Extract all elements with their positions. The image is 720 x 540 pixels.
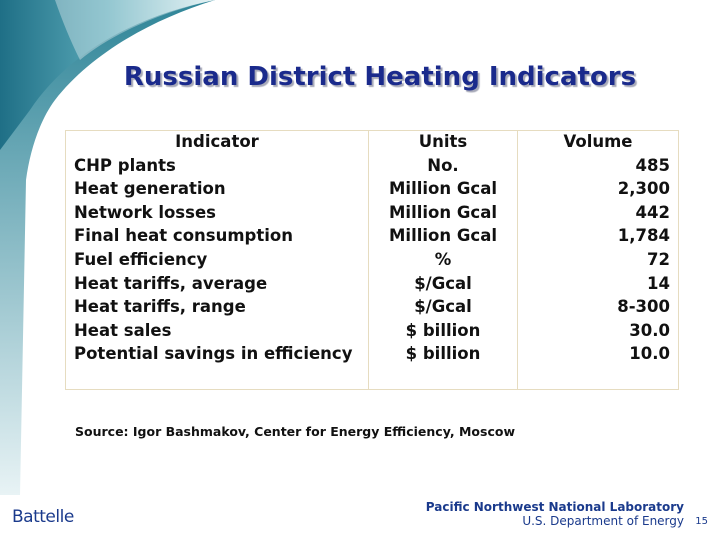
header-cell: Units bbox=[368, 131, 518, 155]
table-cell: Million Gcal bbox=[368, 225, 518, 249]
table-cell: 14 bbox=[647, 273, 670, 293]
table-cell: Heat tariffs, range bbox=[74, 297, 246, 317]
department-name: U.S. Department of Energy bbox=[522, 514, 684, 528]
logo: Battelle bbox=[12, 507, 74, 527]
swoosh-highlight bbox=[55, 0, 215, 60]
table-cell: Network losses bbox=[74, 202, 216, 222]
table-cell: Potential savings in efficiency bbox=[74, 344, 353, 364]
table-cell: 30.0 bbox=[629, 320, 670, 340]
source-note: Source: Igor Bashmakov, Center for Energ… bbox=[75, 424, 515, 439]
table-cell: 72 bbox=[647, 249, 670, 269]
table-cell: Million Gcal bbox=[368, 201, 518, 226]
table-cell: 2,300 bbox=[617, 179, 670, 199]
table-cell: Heat tariffs, average bbox=[74, 273, 268, 293]
table-cell: CHP plants bbox=[74, 155, 176, 175]
table-cell: $/Gcal bbox=[368, 296, 518, 320]
table-cell: $ billion bbox=[368, 319, 518, 344]
table-cell: Heat generation bbox=[74, 179, 226, 199]
header-cell: Volume bbox=[563, 132, 633, 151]
table-cell: 10.0 bbox=[629, 344, 670, 364]
table-cell: 1,784 bbox=[617, 226, 670, 246]
table-cell: Fuel efficiency bbox=[74, 249, 208, 269]
table-cell: Heat sales bbox=[74, 320, 172, 340]
table-cell: Million Gcal bbox=[368, 178, 518, 202]
data-table: Indicator Units Volume CHP plants No. 485 Heat… bbox=[65, 130, 679, 391]
slide-title: Russian District Heating Indicators bbox=[123, 62, 637, 92]
table-cell: $ billion bbox=[368, 343, 518, 390]
table-cell: % bbox=[368, 248, 518, 273]
table-cell: No. bbox=[368, 154, 518, 179]
lab-name: Pacific Northwest National Laboratory bbox=[425, 500, 684, 514]
header-cell: Indicator bbox=[175, 132, 259, 151]
page-number: 15 bbox=[695, 516, 708, 527]
table-cell: 485 bbox=[635, 155, 670, 175]
table-cell: 8-300 bbox=[617, 297, 670, 317]
table-cell: Final heat consumption bbox=[74, 226, 293, 246]
table-cell: 442 bbox=[635, 202, 670, 222]
swoosh bbox=[0, 0, 215, 150]
table-cell: $/Gcal bbox=[368, 272, 518, 297]
